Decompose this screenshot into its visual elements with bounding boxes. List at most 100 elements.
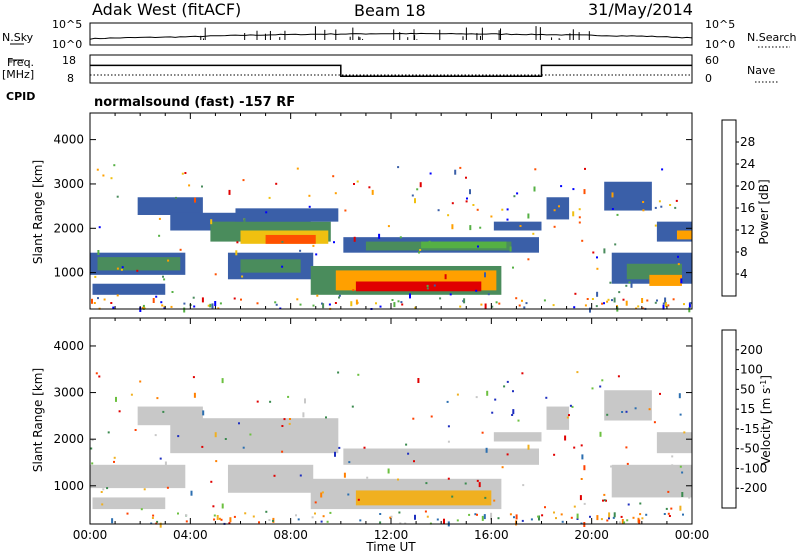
power-speckle: [578, 208, 581, 211]
power-speckle: [454, 169, 457, 175]
power-speckle: [595, 305, 598, 308]
power-speckle: [637, 305, 640, 308]
velocity-speckle: [424, 510, 427, 513]
velocity-speckle: [265, 510, 268, 513]
velocity-speckle: [481, 431, 484, 434]
power-speckle: [534, 168, 537, 171]
power-speckle: [449, 293, 452, 296]
power-speckle: [235, 250, 238, 256]
colorbar-tick-label: 200: [740, 343, 763, 357]
velocity-speckle: [322, 515, 325, 518]
freq-tick-8: 8: [67, 72, 74, 85]
power-speckle: [179, 248, 182, 251]
velocity-speckle: [599, 431, 602, 437]
power-speckle: [479, 226, 482, 229]
velocity-speckle: [115, 396, 117, 402]
power-speckle: [201, 297, 204, 303]
colorbar-tick-label: -200: [740, 481, 767, 495]
velocity-speckle: [464, 482, 467, 485]
power-speckle: [429, 172, 432, 175]
cpid-text: normalsound (fast) -157 RF: [94, 95, 295, 110]
velocity-speckle: [678, 393, 681, 399]
velocity-speckle: [663, 513, 666, 515]
velocity-speckle: [623, 521, 626, 524]
power-speckle: [654, 301, 657, 304]
power-speckle: [217, 307, 220, 310]
power-speckle: [353, 183, 355, 185]
power-speckle: [334, 192, 337, 195]
power-speckle: [558, 205, 560, 208]
noise-right-label: N.Search: [747, 31, 797, 44]
power-speckle: [475, 289, 478, 292]
power-speckle: [506, 208, 509, 211]
velocity-speckle: [113, 460, 115, 463]
power-speckle: [677, 255, 679, 258]
velocity-speckle: [413, 460, 415, 463]
power-speckle: [553, 209, 556, 212]
power-speckle: [613, 297, 616, 303]
velocity-speckle: [281, 425, 284, 427]
velocity-speckle: [106, 487, 109, 490]
velocity-speckle: [314, 512, 316, 515]
velocity-speckle: [568, 414, 570, 417]
power-speckle: [584, 304, 587, 307]
power-speckle: [688, 302, 691, 308]
velocity-speckle: [632, 516, 635, 519]
time-tick-label: 08:00: [273, 528, 308, 542]
velocity-speckle: [621, 519, 624, 524]
power-speckle: [378, 233, 381, 239]
power-speckle: [451, 202, 454, 205]
velocity-speckle: [224, 438, 227, 440]
time-tick-label: 20:00: [574, 528, 609, 542]
cpid-label: CPID: [6, 90, 35, 103]
power-echo-region: [92, 283, 166, 295]
velocity-speckle: [111, 518, 114, 524]
power-speckle: [387, 225, 390, 228]
colorbar-tick-label: 16: [740, 201, 755, 215]
velocity-speckle: [443, 518, 445, 524]
velocity-speckle: [515, 514, 518, 520]
power-cbar-label: Power [dB]: [757, 179, 771, 244]
velocity-speckle: [321, 491, 324, 494]
power-speckle: [490, 215, 493, 218]
power-speckle: [170, 305, 173, 308]
power-speckle: [241, 275, 244, 278]
velocity-speckle: [625, 410, 628, 413]
power-speckle: [611, 208, 614, 210]
velocity-speckle: [412, 417, 415, 420]
range-tick-label: 3000: [53, 386, 84, 400]
power-speckle: [583, 189, 586, 195]
range-tick-label: 1000: [53, 479, 84, 493]
velocity-speckle: [561, 520, 564, 523]
power-speckle: [664, 302, 667, 307]
power-speckle: [96, 168, 99, 171]
velocity-speckle: [476, 479, 479, 482]
power-speckle: [321, 302, 323, 305]
power-speckle: [322, 303, 325, 309]
power-speckle: [296, 298, 299, 301]
velocity-speckle: [193, 392, 196, 398]
power-echo-region: [355, 281, 482, 292]
power-speckle: [161, 304, 164, 307]
velocity-speckle: [177, 435, 180, 438]
velocity-echo-region: [546, 406, 570, 430]
power-speckle: [333, 241, 335, 244]
velocity-speckle: [667, 490, 670, 493]
velocity-speckle: [366, 476, 369, 479]
power-speckle: [94, 275, 97, 278]
velocity-speckle: [544, 506, 546, 509]
velocity-speckle: [481, 515, 484, 521]
velocity-speckle: [102, 488, 105, 491]
velocity-speckle: [221, 503, 224, 509]
nave-label: Nave: [747, 64, 775, 77]
power-speckle: [636, 182, 639, 185]
power-speckle: [116, 195, 119, 198]
colorbar-tick-label: 50: [740, 382, 755, 396]
velocity-speckle: [681, 492, 684, 497]
power-speckle: [338, 296, 340, 299]
velocity-speckle: [589, 515, 591, 518]
velocity-speckle: [493, 499, 496, 502]
velocity-speckle: [151, 517, 154, 519]
velocity-speckle: [620, 515, 623, 518]
velocity-speckle: [326, 520, 329, 523]
